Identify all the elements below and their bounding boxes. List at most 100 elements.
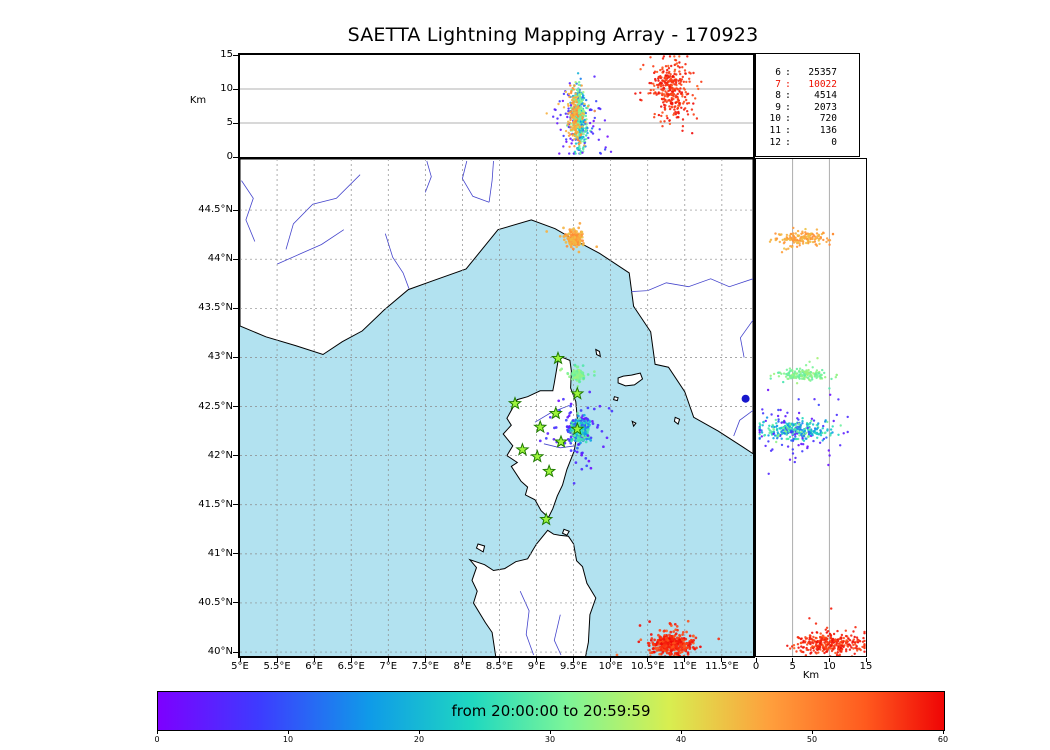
tick-mark [233,406,238,408]
tick-mark [828,658,830,662]
tick-mark [811,730,813,734]
map-lon-tick-label: 9.5°E [559,661,588,672]
source-count: 2073 [814,101,837,113]
tick-mark [498,658,500,662]
island-coastline [617,372,644,387]
station-source-counts-panel: 6:25357 7:10022 8:4514 9:2073 10:720 11:136 12… [755,53,860,157]
map-lon-tick-label: 8.5°E [485,661,514,672]
river [488,160,494,203]
map-lon-tick-label: 5.5°E [263,661,291,672]
station-count-list: 6:25357 7:10022 8:4514 9:2073 10:720 11:136 12… [756,54,859,148]
top-panel-ytick-label: 10 [220,83,233,94]
tick-mark [755,658,757,662]
map-lon-tick-label: 10°E [598,661,623,672]
top-panel-ytick-label: 15 [220,49,233,60]
station-count-row: 8: 4514 [768,90,859,102]
station-id: 6 [775,67,781,78]
map-lon-tick-label: 7.5°E [411,661,439,672]
tick-mark [233,504,238,506]
tick-mark [721,658,723,662]
top-panel-ytick-label: 0 [226,151,233,162]
colorbar-tick-label: 60 [937,735,949,744]
tick-mark [536,658,538,662]
river [461,160,490,203]
tick-mark [233,602,238,604]
tick-mark [647,658,649,662]
map-lat-tick-label: 42°N [207,449,233,461]
island-coastline [595,348,601,358]
right-panel-xtick-label: 10 [822,661,836,672]
separator: : [785,136,791,148]
tick-mark [418,730,420,734]
station-star-marker [533,419,548,434]
station-id: 11 [769,124,781,136]
river [543,443,576,449]
map-lon-tick-label: 5°E [231,661,249,672]
station-id: 9 [775,101,781,113]
river [739,319,753,358]
map-lat-tick-label: 42.5°N [198,400,233,412]
right-panel-xtick-label: 5 [789,661,796,672]
colorbar-tick-label: 30 [544,735,556,744]
tick-mark [233,356,238,358]
colorbar-tick-label: 0 [154,735,160,744]
tick-mark [387,658,389,662]
map-lat-tick-label: 44°N [207,253,233,265]
island-coastline [561,528,570,536]
map-lat-tick-label: 43°N [207,351,233,363]
separator: : [785,90,791,102]
map-lon-tick-label: 10.5°E [630,661,665,672]
tick-mark [865,658,867,662]
source-count: 720 [819,113,837,125]
map-lat-tick-label: 41°N [207,547,233,559]
station-count-row: 7: 10022 [768,79,859,91]
map-lon-tick-label: 11.5°E [705,661,739,672]
river [241,180,256,242]
tick-mark [684,658,686,662]
map-lon-tick-label: 6.5°E [337,661,365,672]
station-star-marker [507,396,523,410]
island-coastline [673,416,681,426]
island-coastline [475,543,486,553]
river [384,233,410,289]
station-star-marker [550,350,566,365]
source-count: 4514 [814,90,837,102]
river [276,229,345,265]
colorbar-tick-label: 50 [806,735,818,744]
tick-mark [156,730,158,734]
station-id: 12 [769,136,781,148]
tick-mark [276,658,278,662]
station-star-marker [530,449,545,463]
tick-mark [350,658,352,662]
right-panel-xtick-label: 0 [752,661,760,672]
tick-mark [461,658,463,662]
tick-mark [239,658,241,662]
right-panel-x-axis-label: Km [802,670,820,681]
station-star-marker [553,434,569,448]
separator: : [785,78,791,90]
map-lat-tick-label: 44.5°N [198,204,233,216]
geographic-map [240,159,753,656]
tick-mark [549,730,551,734]
right-panel-xtick-label: 15 [859,661,873,672]
tick-mark [233,455,238,457]
tick-mark [680,730,682,734]
river [424,160,432,193]
colorbar-tick-label: 40 [675,735,687,744]
map-lon-tick-label: 9°E [527,661,546,672]
tick-mark [287,730,289,734]
station-count-row: 11: 136 [768,125,859,137]
station-count-row: 6: 25357 [768,67,859,79]
separator: : [785,124,791,136]
top-panel-y-axis-label: Km [189,95,207,106]
source-count: 25357 [808,67,837,78]
map-lat-tick-label: 40.5°N [198,596,233,608]
altitude-vs-longitude-panel [238,53,755,159]
map-lon-tick-label: 11°E [672,661,697,672]
map-lon-tick-label: 8°E [453,661,472,672]
tick-mark [233,54,238,56]
isolated-source-dot [741,394,750,403]
station-count-row: 12: 0 [768,137,859,149]
separator: : [785,67,791,78]
